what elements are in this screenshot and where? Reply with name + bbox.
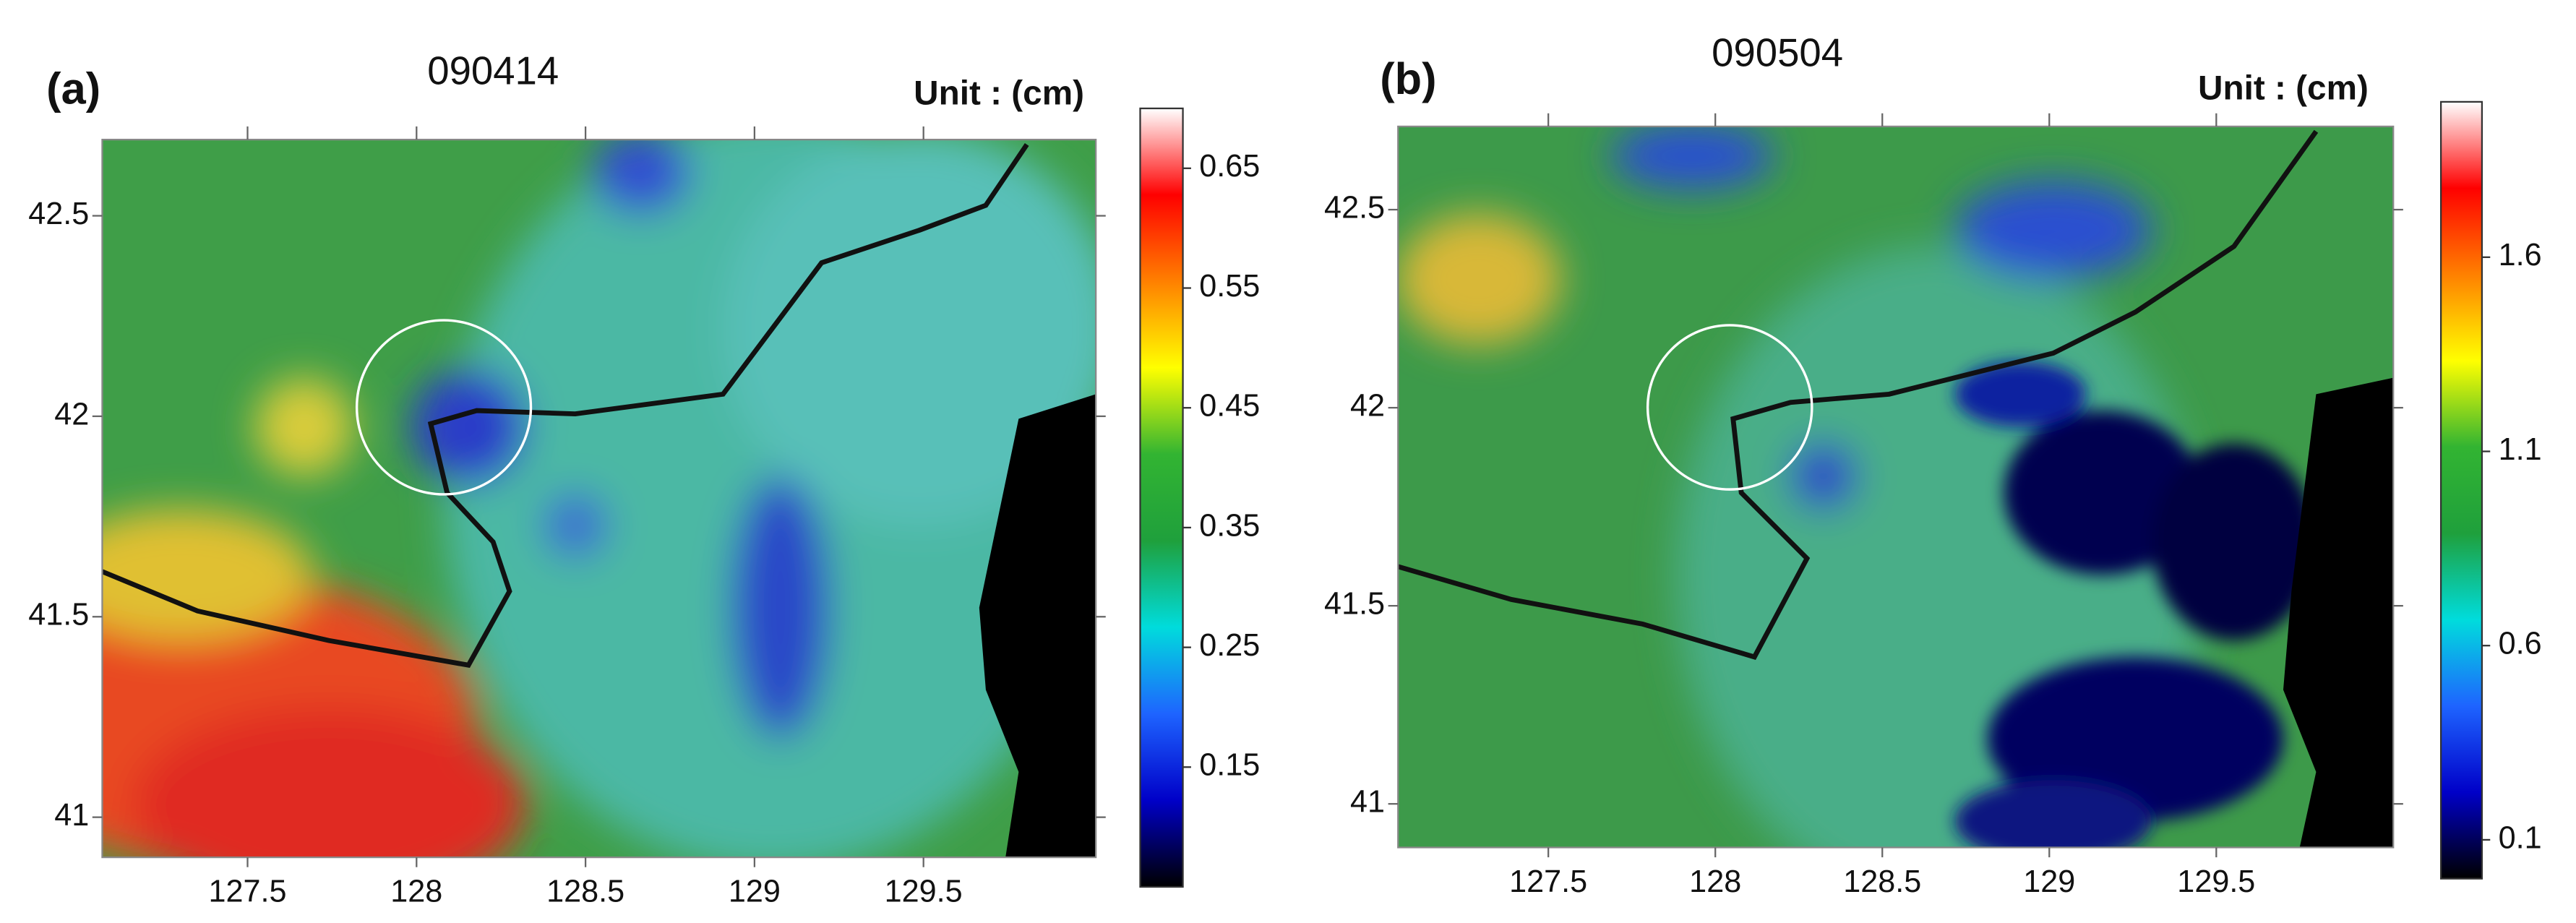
colorbar-tick-label: 0.1 — [2499, 820, 2542, 855]
x-tick-label: 127.5 — [1509, 864, 1587, 899]
y-tick-label: 41 — [54, 798, 89, 833]
unit-label: Unit : (cm) — [914, 74, 1084, 112]
x-tick-label: 128 — [1689, 864, 1741, 899]
colorbar-tick-label: 0.35 — [1199, 508, 1260, 543]
y-tick-label: 41 — [1350, 785, 1385, 820]
colorbar-tick-label: 0.15 — [1199, 748, 1260, 783]
panel-label: (a) — [46, 64, 100, 113]
colorbar-tick-label: 0.55 — [1199, 269, 1260, 304]
panel-title: 090504 — [1712, 31, 1843, 75]
plot-frame — [101, 139, 1097, 859]
x-tick-label: 129.5 — [2177, 864, 2255, 899]
map-image — [1398, 126, 2394, 848]
colorbar — [1139, 107, 1184, 888]
x-tick-label: 129 — [2023, 864, 2075, 899]
colorbar-tick-label: 1.6 — [2499, 238, 2542, 272]
map-image — [102, 139, 1096, 858]
x-tick-label: 129.5 — [885, 875, 963, 909]
y-tick-label: 42 — [1350, 389, 1385, 424]
colorbar-tick-label: 1.1 — [2499, 432, 2542, 467]
y-tick-label: 41.5 — [1324, 587, 1385, 622]
colorbar — [2439, 100, 2483, 880]
y-tick-label: 42.5 — [1324, 190, 1385, 225]
panel-label: (b) — [1380, 54, 1436, 104]
unit-label: Unit : (cm) — [2198, 69, 2369, 108]
plot-frame — [1397, 125, 2395, 849]
x-tick-label: 128 — [390, 875, 442, 909]
y-tick-label: 42.5 — [28, 197, 89, 231]
colorbar-tick-label: 0.6 — [2499, 627, 2542, 661]
colorbar-tick-label: 0.25 — [1199, 628, 1260, 663]
x-tick-label: 127.5 — [209, 875, 287, 909]
x-tick-label: 128.5 — [546, 875, 624, 909]
y-tick-label: 41.5 — [28, 598, 89, 632]
y-tick-label: 42 — [54, 397, 89, 432]
colorbar-tick-label: 0.45 — [1199, 389, 1260, 424]
x-tick-label: 129 — [729, 875, 781, 909]
panel-title: 090414 — [427, 49, 559, 93]
x-tick-label: 128.5 — [1843, 864, 1921, 899]
colorbar-tick-label: 0.65 — [1199, 149, 1260, 184]
